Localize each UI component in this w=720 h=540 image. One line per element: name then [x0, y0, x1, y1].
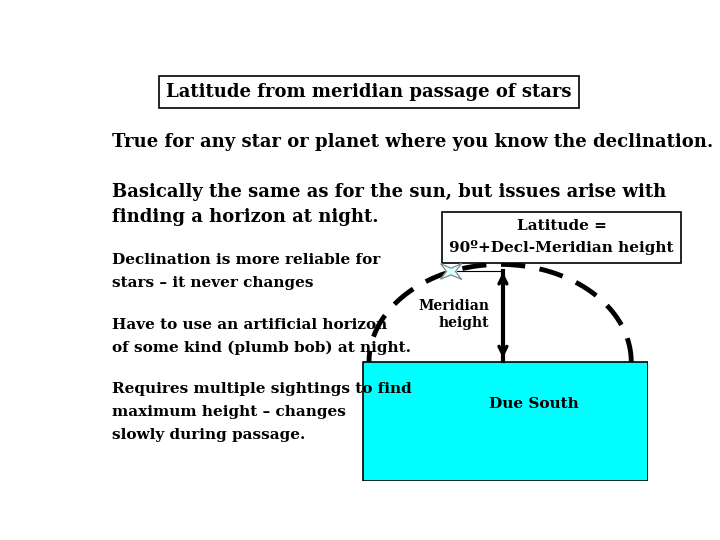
Text: Basically the same as for the sun, but issues arise with: Basically the same as for the sun, but i… — [112, 183, 667, 201]
Text: Due South: Due South — [489, 397, 578, 411]
Text: Have to use an artificial horizon: Have to use an artificial horizon — [112, 318, 387, 332]
Text: of some kind (plumb bob) at night.: of some kind (plumb bob) at night. — [112, 340, 411, 355]
Text: maximum height – changes: maximum height – changes — [112, 405, 346, 419]
Text: Meridian: Meridian — [418, 299, 489, 313]
Text: Latitude =
90º+Decl-Meridian height: Latitude = 90º+Decl-Meridian height — [449, 219, 674, 255]
Text: slowly during passage.: slowly during passage. — [112, 428, 306, 442]
Text: Requires multiple sightings to find: Requires multiple sightings to find — [112, 382, 412, 396]
Text: height: height — [438, 316, 489, 330]
Polygon shape — [441, 264, 462, 279]
Bar — [364, 362, 648, 481]
Text: Declination is more reliable for: Declination is more reliable for — [112, 253, 381, 267]
Text: True for any star or planet where you know the declination.: True for any star or planet where you kn… — [112, 133, 714, 151]
Text: finding a horizon at night.: finding a horizon at night. — [112, 207, 379, 226]
Text: Latitude from meridian passage of stars: Latitude from meridian passage of stars — [166, 83, 572, 101]
Text: stars – it never changes: stars – it never changes — [112, 276, 314, 290]
